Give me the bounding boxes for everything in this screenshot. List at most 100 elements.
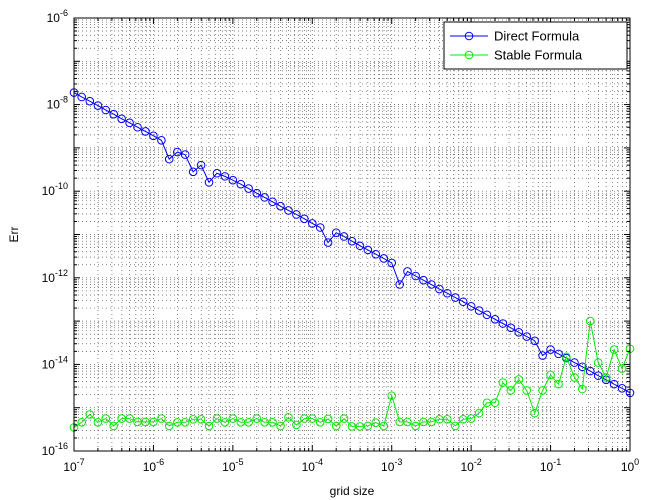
data-point xyxy=(220,172,230,181)
data-point xyxy=(276,421,285,431)
data-point xyxy=(347,236,357,246)
legend-marker xyxy=(464,31,474,41)
data-point xyxy=(466,414,476,423)
x-tick-label: 10-5 xyxy=(222,457,243,474)
data-point xyxy=(570,373,579,382)
data-point xyxy=(204,178,214,187)
data-point xyxy=(403,417,412,427)
data-point xyxy=(220,418,230,427)
data-point xyxy=(228,175,238,185)
data-point xyxy=(427,280,436,289)
data-point xyxy=(323,414,333,424)
data-point xyxy=(506,323,516,333)
data-point xyxy=(180,418,190,427)
series-layer xyxy=(69,88,635,432)
data-point xyxy=(466,301,476,311)
legend-marker xyxy=(464,50,474,60)
data-point xyxy=(482,310,492,320)
data-point xyxy=(93,101,103,110)
data-point xyxy=(585,366,595,376)
data-point xyxy=(371,249,381,259)
data-point xyxy=(617,384,627,393)
data-point xyxy=(157,135,166,145)
data-point xyxy=(554,379,563,389)
series-2 xyxy=(69,316,635,432)
y-axis-label: Err xyxy=(7,227,21,243)
data-point xyxy=(593,371,603,380)
data-point xyxy=(292,420,301,430)
data-point xyxy=(546,370,555,380)
data-point xyxy=(85,410,95,419)
data-point xyxy=(514,375,524,384)
data-point xyxy=(450,421,460,431)
data-point xyxy=(315,418,325,427)
legend-item: Stable Formula xyxy=(450,48,583,63)
data-point xyxy=(498,378,508,387)
data-point xyxy=(268,197,277,207)
data-point xyxy=(212,414,222,423)
data-point xyxy=(411,271,420,281)
data-point xyxy=(538,351,547,360)
data-point xyxy=(443,288,452,298)
data-point xyxy=(387,391,397,400)
x-tick-label: 10-6 xyxy=(143,457,164,474)
data-point xyxy=(228,414,238,423)
data-point xyxy=(339,414,349,423)
data-point xyxy=(419,275,428,285)
data-point xyxy=(570,358,579,367)
data-point xyxy=(212,168,222,178)
data-point xyxy=(490,315,500,324)
data-point xyxy=(554,349,563,359)
data-point xyxy=(514,328,524,337)
data-point xyxy=(77,92,86,102)
data-point xyxy=(474,306,484,315)
data-point xyxy=(307,414,317,423)
data-point xyxy=(268,418,277,427)
data-point xyxy=(141,127,150,136)
y-tick-label: 10-6 xyxy=(47,8,68,25)
y-tick-label: 10-16 xyxy=(42,441,68,458)
data-point xyxy=(395,280,404,289)
data-point xyxy=(196,414,206,424)
data-point xyxy=(339,232,349,241)
data-point xyxy=(284,413,293,422)
data-point xyxy=(355,241,365,251)
data-point xyxy=(180,150,190,159)
legend-item: Direct Formula xyxy=(450,29,580,44)
x-tick-label: 10-1 xyxy=(540,457,561,474)
data-point xyxy=(363,245,373,255)
data-point xyxy=(125,414,134,423)
x-tick-labels: 10-7 10-6 10-5 10-4 10-3 10-2 10-1 100 xyxy=(63,457,639,474)
data-point xyxy=(411,421,420,431)
data-point xyxy=(323,238,333,247)
axis-ticks xyxy=(73,17,631,452)
data-point xyxy=(284,206,293,215)
data-point xyxy=(458,297,468,307)
data-point xyxy=(474,408,484,418)
data-point xyxy=(101,105,111,115)
x-tick-label: 10-3 xyxy=(381,457,402,474)
x-tick-label: 10-4 xyxy=(302,457,323,474)
data-point xyxy=(522,332,532,341)
data-point xyxy=(331,228,341,238)
data-point xyxy=(363,421,373,431)
data-point xyxy=(77,418,86,427)
data-point xyxy=(506,386,516,395)
data-point xyxy=(522,386,532,395)
legend-label: Direct Formula xyxy=(494,29,580,44)
x-axis-label: grid size xyxy=(330,484,375,498)
data-point xyxy=(403,267,412,276)
x-tick-label: 10-7 xyxy=(63,457,84,474)
data-point xyxy=(530,408,539,418)
data-point xyxy=(109,421,118,431)
data-point xyxy=(371,418,381,428)
x-tick-label: 100 xyxy=(621,457,639,474)
data-point xyxy=(188,167,198,177)
data-point xyxy=(617,364,627,373)
data-point xyxy=(578,362,587,372)
data-point xyxy=(300,214,309,224)
data-point xyxy=(609,345,619,354)
data-point xyxy=(164,421,174,431)
data-point xyxy=(562,352,571,362)
